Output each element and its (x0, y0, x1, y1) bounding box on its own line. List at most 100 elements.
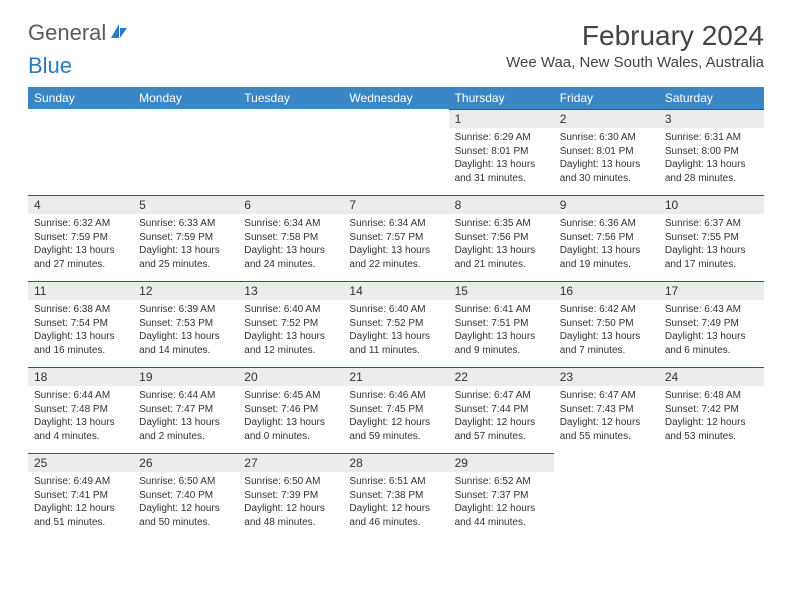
day-number: 12 (133, 281, 238, 300)
day-number: 15 (449, 281, 554, 300)
daylight-text: and 12 minutes. (244, 344, 337, 358)
day-details: Sunrise: 6:49 AMSunset: 7:41 PMDaylight:… (28, 472, 133, 533)
calendar-cell: 19Sunrise: 6:44 AMSunset: 7:47 PMDayligh… (133, 367, 238, 453)
daylight-text: and 30 minutes. (560, 172, 653, 186)
day-details: Sunrise: 6:44 AMSunset: 7:48 PMDaylight:… (28, 386, 133, 447)
sunrise-text: Sunrise: 6:52 AM (455, 475, 548, 489)
day-details: Sunrise: 6:40 AMSunset: 7:52 PMDaylight:… (343, 300, 448, 361)
sunset-text: Sunset: 7:45 PM (349, 403, 442, 417)
sunrise-text: Sunrise: 6:51 AM (349, 475, 442, 489)
day-details: Sunrise: 6:47 AMSunset: 7:43 PMDaylight:… (554, 386, 659, 447)
day-number: 21 (343, 367, 448, 386)
day-details: Sunrise: 6:33 AMSunset: 7:59 PMDaylight:… (133, 214, 238, 275)
calendar-cell: 17Sunrise: 6:43 AMSunset: 7:49 PMDayligh… (659, 281, 764, 367)
daylight-text: Daylight: 13 hours (560, 158, 653, 172)
day-number: 5 (133, 195, 238, 214)
daylight-text: and 48 minutes. (244, 516, 337, 530)
day-details: Sunrise: 6:44 AMSunset: 7:47 PMDaylight:… (133, 386, 238, 447)
sunset-text: Sunset: 7:40 PM (139, 489, 232, 503)
daylight-text: Daylight: 13 hours (139, 330, 232, 344)
calendar-cell (28, 109, 133, 195)
calendar-cell (133, 109, 238, 195)
calendar-cell: 28Sunrise: 6:51 AMSunset: 7:38 PMDayligh… (343, 453, 448, 539)
calendar-cell: 22Sunrise: 6:47 AMSunset: 7:44 PMDayligh… (449, 367, 554, 453)
calendar-cell: 18Sunrise: 6:44 AMSunset: 7:48 PMDayligh… (28, 367, 133, 453)
daylight-text: and 28 minutes. (665, 172, 758, 186)
day-number: 26 (133, 453, 238, 472)
daylight-text: and 7 minutes. (560, 344, 653, 358)
sunset-text: Sunset: 7:52 PM (349, 317, 442, 331)
day-details: Sunrise: 6:29 AMSunset: 8:01 PMDaylight:… (449, 128, 554, 189)
day-details: Sunrise: 6:32 AMSunset: 7:59 PMDaylight:… (28, 214, 133, 275)
daylight-text: Daylight: 13 hours (665, 158, 758, 172)
sunrise-text: Sunrise: 6:38 AM (34, 303, 127, 317)
day-details: Sunrise: 6:39 AMSunset: 7:53 PMDaylight:… (133, 300, 238, 361)
day-details: Sunrise: 6:35 AMSunset: 7:56 PMDaylight:… (449, 214, 554, 275)
sunrise-text: Sunrise: 6:34 AM (244, 217, 337, 231)
day-details: Sunrise: 6:48 AMSunset: 7:42 PMDaylight:… (659, 386, 764, 447)
sunrise-text: Sunrise: 6:34 AM (349, 217, 442, 231)
sunset-text: Sunset: 7:51 PM (455, 317, 548, 331)
daylight-text: Daylight: 13 hours (560, 244, 653, 258)
calendar-week-row: 11Sunrise: 6:38 AMSunset: 7:54 PMDayligh… (28, 281, 764, 367)
day-details: Sunrise: 6:43 AMSunset: 7:49 PMDaylight:… (659, 300, 764, 361)
daylight-text: and 57 minutes. (455, 430, 548, 444)
day-number: 1 (449, 109, 554, 128)
daylight-text: Daylight: 13 hours (139, 244, 232, 258)
day-number: 7 (343, 195, 448, 214)
day-details: Sunrise: 6:34 AMSunset: 7:58 PMDaylight:… (238, 214, 343, 275)
weekday-header: Saturday (659, 87, 764, 109)
day-number: 18 (28, 367, 133, 386)
daylight-text: Daylight: 13 hours (244, 330, 337, 344)
day-number: 23 (554, 367, 659, 386)
daylight-text: Daylight: 12 hours (455, 416, 548, 430)
sunset-text: Sunset: 7:57 PM (349, 231, 442, 245)
daylight-text: and 59 minutes. (349, 430, 442, 444)
sunset-text: Sunset: 7:47 PM (139, 403, 232, 417)
daylight-text: Daylight: 13 hours (665, 330, 758, 344)
day-details: Sunrise: 6:36 AMSunset: 7:56 PMDaylight:… (554, 214, 659, 275)
sunrise-text: Sunrise: 6:40 AM (244, 303, 337, 317)
calendar-cell: 10Sunrise: 6:37 AMSunset: 7:55 PMDayligh… (659, 195, 764, 281)
logo-text-1: General (28, 20, 106, 46)
day-number: 2 (554, 109, 659, 128)
daylight-text: and 22 minutes. (349, 258, 442, 272)
sunrise-text: Sunrise: 6:50 AM (139, 475, 232, 489)
calendar-table: Sunday Monday Tuesday Wednesday Thursday… (28, 87, 764, 539)
calendar-cell: 23Sunrise: 6:47 AMSunset: 7:43 PMDayligh… (554, 367, 659, 453)
daylight-text: and 44 minutes. (455, 516, 548, 530)
weekday-header: Sunday (28, 87, 133, 109)
daylight-text: Daylight: 12 hours (665, 416, 758, 430)
daylight-text: and 51 minutes. (34, 516, 127, 530)
day-details: Sunrise: 6:46 AMSunset: 7:45 PMDaylight:… (343, 386, 448, 447)
sunset-text: Sunset: 7:53 PM (139, 317, 232, 331)
day-number: 17 (659, 281, 764, 300)
sunrise-text: Sunrise: 6:40 AM (349, 303, 442, 317)
daylight-text: Daylight: 12 hours (244, 502, 337, 516)
sunset-text: Sunset: 7:56 PM (560, 231, 653, 245)
sunrise-text: Sunrise: 6:46 AM (349, 389, 442, 403)
daylight-text: and 50 minutes. (139, 516, 232, 530)
day-details: Sunrise: 6:38 AMSunset: 7:54 PMDaylight:… (28, 300, 133, 361)
day-number: 27 (238, 453, 343, 472)
title-block: February 2024 Wee Waa, New South Wales, … (506, 20, 764, 71)
calendar-cell: 6Sunrise: 6:34 AMSunset: 7:58 PMDaylight… (238, 195, 343, 281)
calendar-cell: 9Sunrise: 6:36 AMSunset: 7:56 PMDaylight… (554, 195, 659, 281)
daylight-text: and 24 minutes. (244, 258, 337, 272)
sunrise-text: Sunrise: 6:42 AM (560, 303, 653, 317)
day-number: 9 (554, 195, 659, 214)
calendar-cell (659, 453, 764, 539)
calendar-cell: 4Sunrise: 6:32 AMSunset: 7:59 PMDaylight… (28, 195, 133, 281)
day-number: 29 (449, 453, 554, 472)
day-number: 28 (343, 453, 448, 472)
calendar-cell: 25Sunrise: 6:49 AMSunset: 7:41 PMDayligh… (28, 453, 133, 539)
daylight-text: Daylight: 13 hours (244, 416, 337, 430)
calendar-cell: 3Sunrise: 6:31 AMSunset: 8:00 PMDaylight… (659, 109, 764, 195)
calendar-cell: 29Sunrise: 6:52 AMSunset: 7:37 PMDayligh… (449, 453, 554, 539)
day-details: Sunrise: 6:41 AMSunset: 7:51 PMDaylight:… (449, 300, 554, 361)
calendar-cell: 11Sunrise: 6:38 AMSunset: 7:54 PMDayligh… (28, 281, 133, 367)
day-details: Sunrise: 6:42 AMSunset: 7:50 PMDaylight:… (554, 300, 659, 361)
sunset-text: Sunset: 7:55 PM (665, 231, 758, 245)
sunrise-text: Sunrise: 6:33 AM (139, 217, 232, 231)
calendar-cell: 2Sunrise: 6:30 AMSunset: 8:01 PMDaylight… (554, 109, 659, 195)
